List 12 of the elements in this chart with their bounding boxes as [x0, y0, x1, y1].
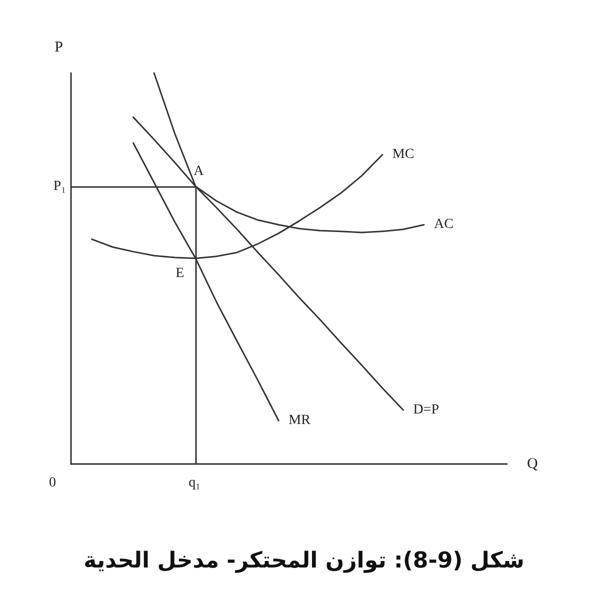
- annotation: A: [194, 164, 205, 179]
- series-label: MR: [288, 413, 312, 428]
- annotation: E: [176, 266, 184, 281]
- ref-line-label: P₁: [53, 178, 66, 194]
- y-axis-title: P: [54, 40, 63, 56]
- x-axis-title: Q: [527, 456, 538, 472]
- text: شكل (9-8): توازن المحتكر- مدخل الحدية: [84, 548, 524, 574]
- text: q₁: [188, 476, 200, 490]
- series-label: AC: [434, 217, 454, 232]
- series-label: D=P: [413, 402, 440, 418]
- text: 0: [49, 476, 56, 490]
- series-label: MC: [392, 147, 414, 162]
